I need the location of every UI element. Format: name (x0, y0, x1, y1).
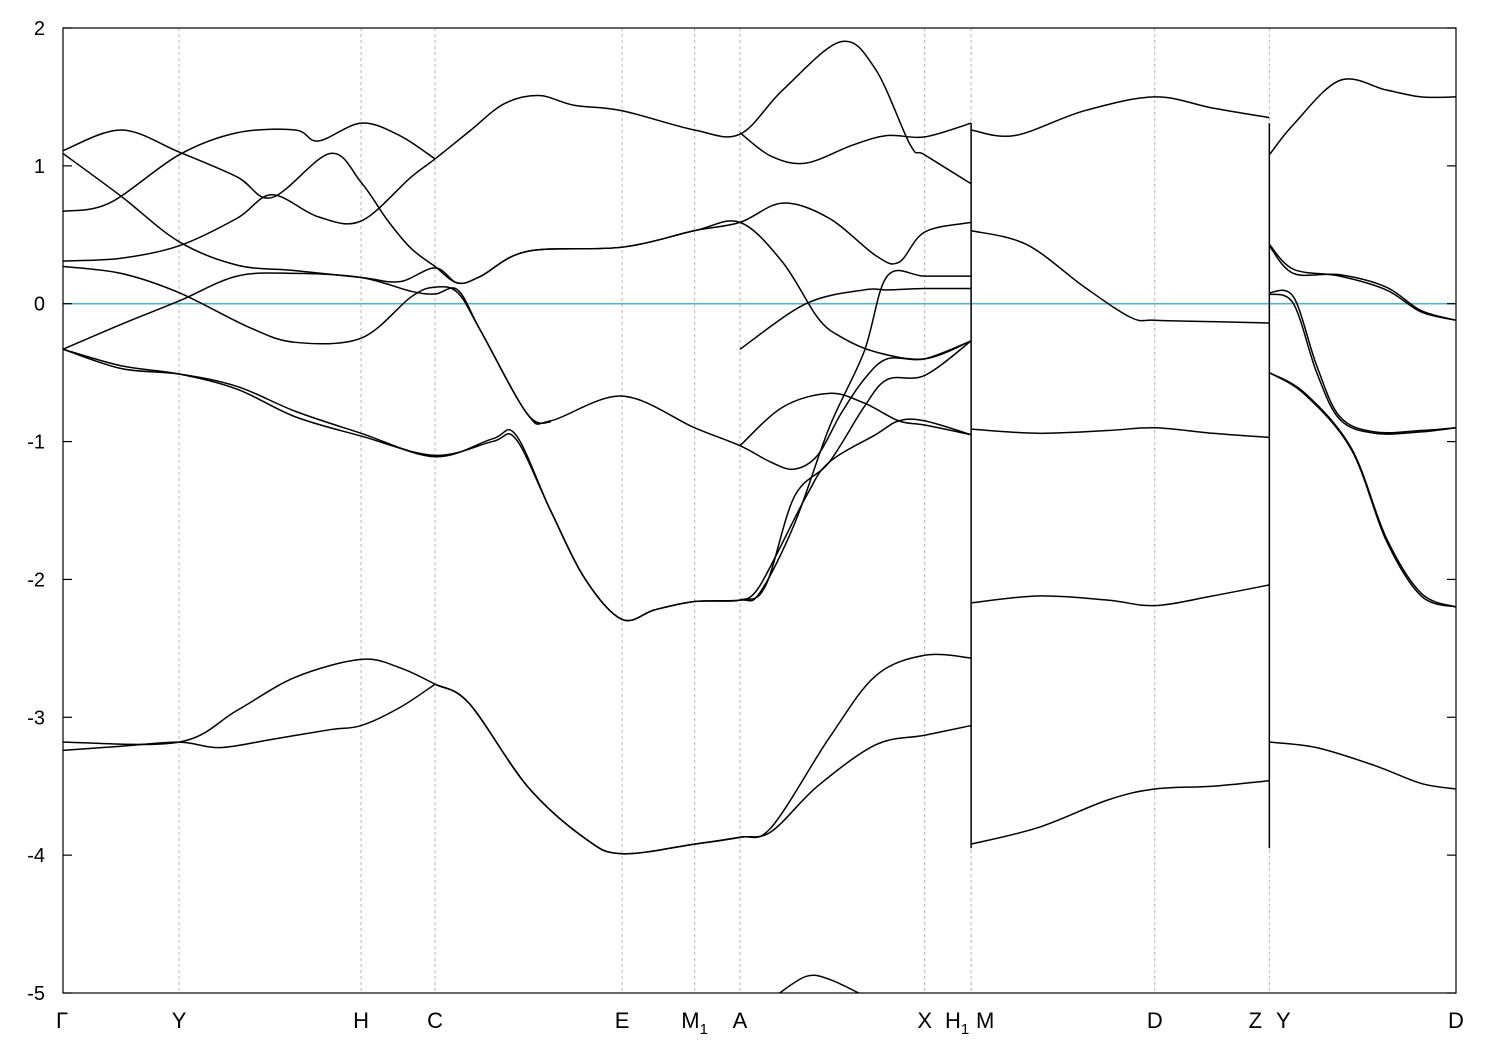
y-tick-label: 2 (34, 18, 45, 40)
x-kpoint-label: Z (1249, 1008, 1262, 1033)
band-line (63, 265, 551, 425)
band-line (63, 152, 972, 360)
x-kpoint-label: H (353, 1008, 369, 1033)
band-line (739, 418, 972, 601)
y-tick-label: -4 (27, 845, 45, 867)
bands-group (63, 40, 1456, 993)
band-line (1268, 371, 1456, 608)
band-line (1269, 293, 1456, 435)
y-tick-label: 1 (34, 156, 45, 178)
x-kpoint-label: Y (1276, 1008, 1291, 1033)
x-kpoint-label: Y (172, 1008, 187, 1033)
x-kpoint-label: X (917, 1008, 932, 1033)
x-kpoint-label: Γ (56, 1008, 68, 1033)
band-line (434, 653, 972, 855)
band-line (971, 426, 1270, 439)
band-line (971, 584, 1270, 607)
x-kpoint-label: D (1147, 1008, 1163, 1033)
band-line (1269, 289, 1456, 434)
band-line (1268, 245, 1456, 321)
band-line (1269, 741, 1456, 790)
band-line (63, 658, 972, 855)
band-line (63, 269, 972, 622)
x-kpoint-label: M1 (681, 1008, 708, 1038)
y-tick-label: -1 (27, 432, 45, 454)
y-axis-group: -5 -4 -3 -2 -1 0 1 2 (27, 18, 1456, 1005)
y-tick-label: -5 (27, 983, 45, 1005)
x-kpoint-label: A (733, 1008, 748, 1033)
band-line (970, 779, 1270, 845)
x-kpoint-label: H1 (945, 1008, 969, 1038)
y-tick-label: -2 (27, 569, 45, 591)
kpoint-gridlines (178, 28, 1270, 993)
x-kpoint-label: D (1448, 1008, 1464, 1033)
band-line (1268, 78, 1456, 156)
x-kpoint-label: E (615, 1008, 630, 1033)
band-line (739, 392, 972, 447)
x-kpoint-subscript: 1 (961, 1021, 969, 1038)
x-axis-group: Γ Y H C E M1 A X H1 M D Z Y D (56, 1008, 1464, 1038)
x-kpoint-label: C (427, 1008, 443, 1033)
plot-frame (62, 27, 1457, 994)
band-line (63, 40, 972, 262)
x-kpoint-subscript: 1 (700, 1021, 708, 1038)
band-line (63, 272, 972, 471)
band-line (63, 122, 436, 213)
band-line (63, 683, 436, 752)
band-line (1268, 243, 1456, 321)
band-line (63, 340, 972, 622)
band-line (739, 122, 972, 165)
x-kpoint-label: M (976, 1008, 994, 1033)
band-line (739, 287, 972, 350)
y-tick-label: -3 (27, 707, 45, 729)
band-line (1268, 371, 1456, 608)
band-line (970, 96, 1270, 138)
plot-frame-group (62, 27, 1457, 994)
band-line (778, 974, 861, 993)
band-line (970, 229, 1270, 324)
y-tick-label: 0 (34, 294, 45, 316)
